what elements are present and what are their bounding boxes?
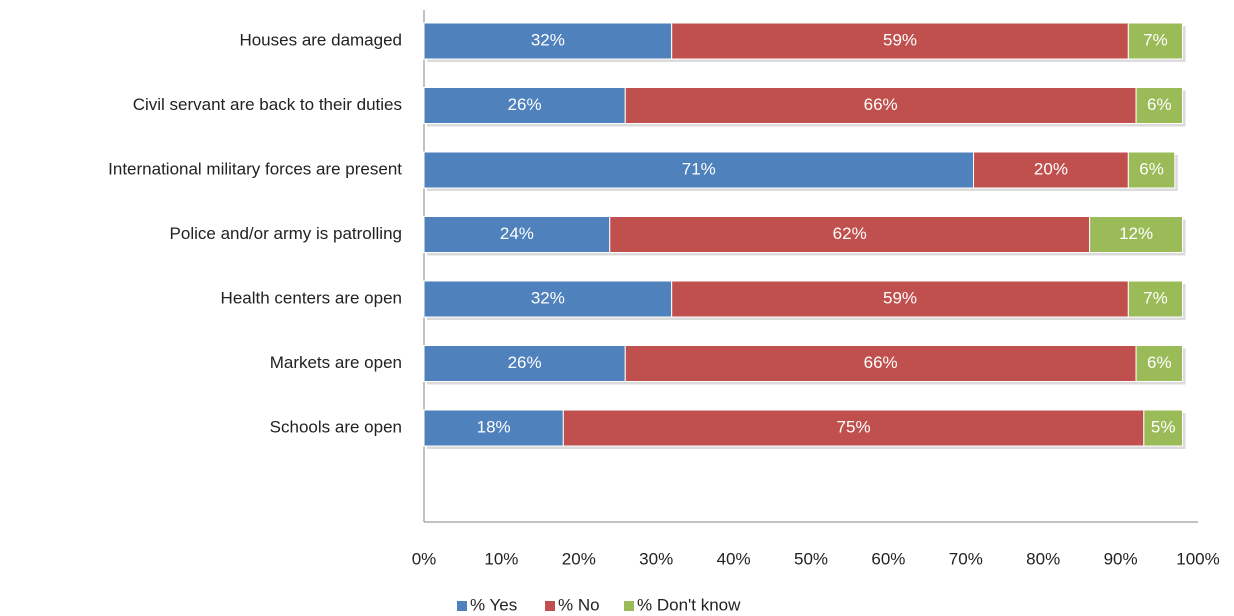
x-tick-label: 70% <box>949 549 983 568</box>
bar-segment <box>1127 151 1176 189</box>
data-label: 6% <box>1147 95 1172 114</box>
bar-segment <box>624 345 1137 382</box>
data-label: 32% <box>531 288 565 307</box>
x-tick-label: 0% <box>412 549 437 568</box>
legend: % Yes % No % Don't know <box>457 595 741 614</box>
x-tick-label: 30% <box>639 549 673 568</box>
bar-segment <box>1127 280 1184 318</box>
x-tick-label: 20% <box>562 549 596 568</box>
data-label: 75% <box>837 417 871 436</box>
bar-segment <box>423 280 673 318</box>
category-label: Schools are open <box>270 417 402 436</box>
bar-segment <box>1135 345 1184 382</box>
bar-segment <box>609 216 1091 253</box>
data-label: 62% <box>833 224 867 243</box>
bar-segment <box>671 22 1129 60</box>
data-label: 12% <box>1119 224 1153 243</box>
data-label: 71% <box>682 159 716 178</box>
legend-label: % Yes <box>470 595 517 614</box>
x-tick-label: 100% <box>1176 549 1219 568</box>
x-tick-label: 50% <box>794 549 828 568</box>
legend-swatch <box>457 601 467 611</box>
bar-segment <box>1127 22 1184 60</box>
bar-segment <box>423 151 975 189</box>
data-label: 6% <box>1139 159 1164 178</box>
category-labels: Houses are damaged Civil servant are back… <box>108 30 402 436</box>
x-tick-label: 80% <box>1026 549 1060 568</box>
data-label: 5% <box>1151 417 1176 436</box>
data-label: 59% <box>883 30 917 49</box>
data-label: 26% <box>508 95 542 114</box>
x-tick-labels: 0% 10% 20% 30% 40% 50% 60% 70% 80% 90% 100% <box>412 549 1220 568</box>
data-label: 66% <box>864 95 898 114</box>
category-label: Houses are damaged <box>239 30 402 49</box>
data-label: 18% <box>477 417 511 436</box>
data-label: 66% <box>864 353 898 372</box>
bar-segment <box>1135 87 1184 124</box>
legend-label: % Don't know <box>637 595 741 614</box>
bar-segment <box>671 280 1129 318</box>
data-label: 7% <box>1143 30 1168 49</box>
data-label: 59% <box>883 288 917 307</box>
legend-label: % No <box>558 595 600 614</box>
bar-segment <box>973 151 1129 189</box>
bar-segment <box>1089 216 1184 253</box>
legend-swatch <box>545 601 555 611</box>
bar-segment <box>423 345 626 382</box>
bars-layer: 32% 59% 7% 26% 66% 6% 71% 20% 6% 24% 62% 12% 32% 59% 7… <box>423 22 1186 449</box>
bar-segment <box>423 22 673 60</box>
category-label: Markets are open <box>270 353 402 372</box>
x-tick-label: 40% <box>717 549 751 568</box>
data-label: 32% <box>531 30 565 49</box>
category-label: International military forces are presen… <box>108 159 402 178</box>
category-label: Health centers are open <box>221 288 402 307</box>
x-tick-label: 60% <box>871 549 905 568</box>
data-label: 20% <box>1034 159 1068 178</box>
legend-swatch <box>624 601 634 611</box>
x-tick-label: 10% <box>484 549 518 568</box>
category-label: Civil servant are back to their duties <box>133 95 402 114</box>
data-label: 24% <box>500 224 534 243</box>
category-label: Police and/or army is patrolling <box>170 224 402 243</box>
data-label: 26% <box>508 353 542 372</box>
data-label: 7% <box>1143 288 1168 307</box>
data-label: 6% <box>1147 353 1172 372</box>
bar-segment <box>1143 409 1184 447</box>
x-tick-label: 90% <box>1104 549 1138 568</box>
